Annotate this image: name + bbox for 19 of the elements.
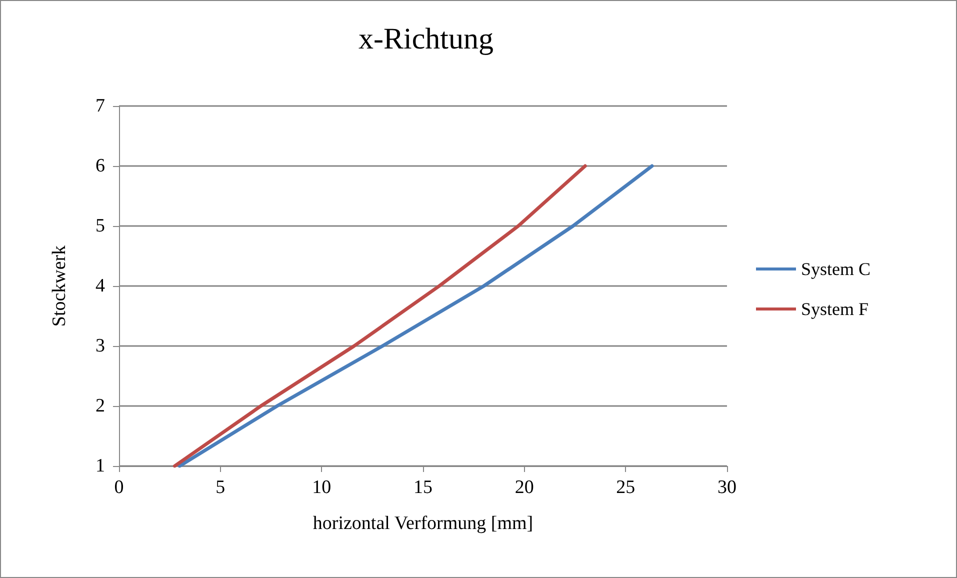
x-axis-title: horizontal Verformung [mm]	[312, 513, 534, 534]
legend-label: System F	[801, 299, 869, 319]
x-tick-label: 10	[312, 477, 332, 498]
y-tick-label: 6	[96, 156, 105, 176]
x-tick-label: 20	[514, 477, 534, 498]
y-tick-label: 5	[96, 216, 105, 236]
y-tick-label: 1	[96, 456, 105, 476]
chart-title: x-Richtung	[358, 22, 494, 56]
x-tick-label: 0	[114, 477, 124, 498]
y-tick-label: 4	[96, 276, 106, 296]
x-tick-label: 25	[616, 477, 636, 498]
x-tick-label: 15	[414, 477, 432, 498]
x-tick-label: 30	[718, 477, 736, 498]
y-tick-label: 7	[96, 96, 105, 116]
x-tick-label: 5	[216, 477, 226, 498]
y-tick-label: 3	[96, 336, 105, 356]
y-axis-title: Stockwerk	[49, 244, 70, 327]
legend-label: System C	[801, 259, 871, 279]
y-tick-label: 2	[96, 396, 105, 416]
